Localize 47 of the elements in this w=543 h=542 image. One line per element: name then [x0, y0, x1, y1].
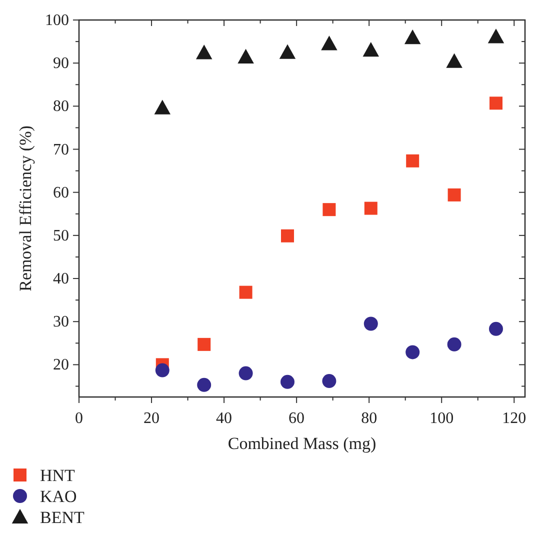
y-tick-label: 50	[53, 227, 69, 244]
legend-label: KAO	[40, 487, 77, 506]
point	[362, 42, 380, 57]
y-tick-label: 80	[53, 98, 69, 116]
point	[322, 203, 336, 216]
point	[321, 36, 338, 50]
point	[154, 100, 171, 114]
point	[406, 154, 420, 168]
point	[197, 378, 212, 392]
x-tick-label: 20	[144, 410, 160, 427]
y-tick-label: 100	[45, 12, 69, 29]
point	[364, 202, 378, 215]
point	[238, 48, 254, 64]
x-tick-label: 60	[288, 410, 305, 427]
x-tick-label: 40	[216, 410, 232, 427]
point	[448, 188, 461, 202]
y-tick-label: 90	[53, 55, 69, 72]
point	[280, 374, 294, 389]
y-tick-label: 40	[53, 270, 69, 288]
point	[488, 322, 503, 336]
x-tick-label: 0	[75, 410, 83, 427]
legend-label: HNT	[40, 466, 76, 485]
y-axis-title: Removal Efficiency (%)	[16, 126, 35, 292]
x-tick-label: 100	[430, 410, 454, 427]
x-axis-title: Combined Mass (mg)	[228, 434, 376, 453]
point	[238, 366, 253, 380]
y-tick-label: 30	[53, 314, 69, 331]
y-tick-label: 20	[53, 356, 69, 374]
point	[364, 316, 378, 331]
point	[155, 363, 170, 378]
x-tick-label: 80	[361, 410, 378, 427]
point	[489, 96, 502, 110]
point	[447, 337, 462, 352]
x-tick-label: 120	[502, 410, 526, 427]
point	[488, 28, 504, 44]
point	[239, 286, 252, 299]
point	[280, 229, 294, 242]
y-tick-label: 60	[53, 184, 69, 202]
point	[446, 53, 462, 68]
point	[196, 44, 212, 60]
point	[404, 30, 421, 44]
point	[279, 44, 296, 59]
legend-label: BENT	[40, 508, 85, 527]
y-tick-label: 70	[53, 141, 69, 158]
point	[198, 338, 211, 351]
point	[322, 374, 336, 388]
point	[406, 345, 420, 360]
